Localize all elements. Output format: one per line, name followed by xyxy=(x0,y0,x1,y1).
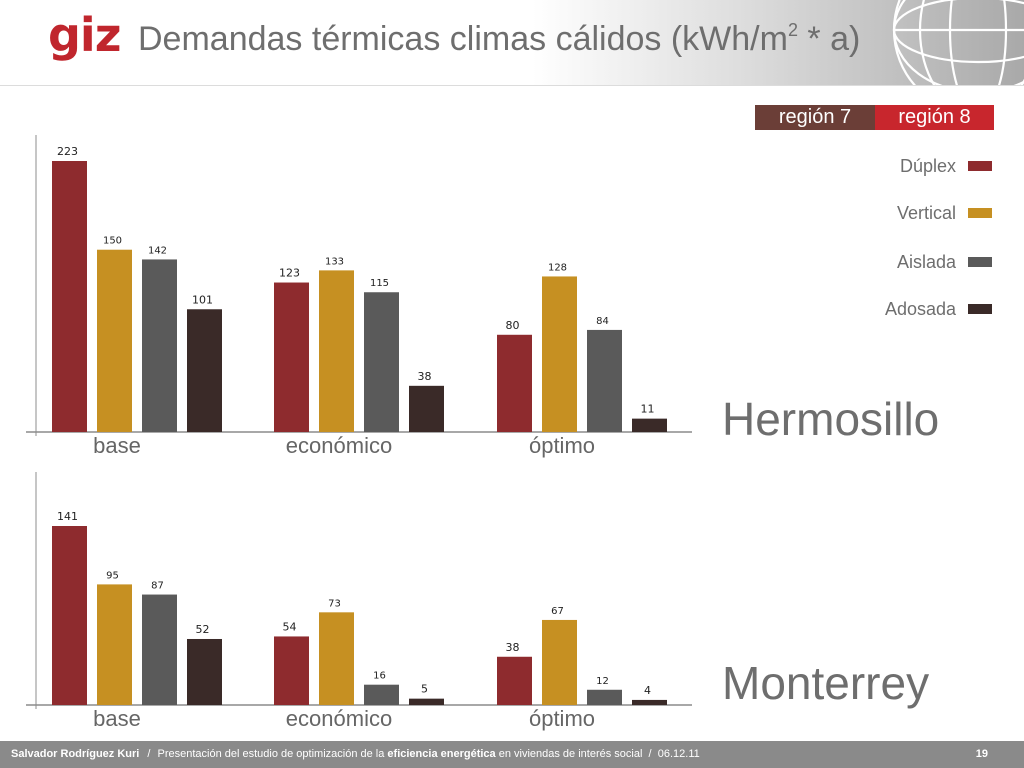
bar-adosada-economico-monterrey xyxy=(409,698,444,705)
category-label-optimo: óptimo xyxy=(529,433,595,458)
bar-duplex-optimo-monterrey xyxy=(497,656,532,705)
bar-vertical-economico-monterrey xyxy=(319,612,354,705)
slide-title-main: Demandas térmicas climas cálidos (kWh/m xyxy=(138,20,788,58)
footer-date: 06.12.11 xyxy=(657,748,700,760)
footer-separator: / xyxy=(648,748,652,760)
footer-highlight: eficiencia energética xyxy=(387,748,496,760)
bar-aislada-optimo-hermosillo xyxy=(587,329,622,432)
page-number: 19 xyxy=(975,748,988,760)
legend-swatch xyxy=(968,257,992,267)
slide-title-tail: * a) xyxy=(797,20,861,58)
bar-vertical-optimo-hermosillo xyxy=(542,276,577,432)
legend-swatch xyxy=(968,208,992,218)
data-label: 11 xyxy=(641,403,655,416)
slide-title-superscript: 2 xyxy=(787,20,798,40)
footer-author: Salvador Rodríguez Kuri xyxy=(11,748,140,760)
bar-duplex-base-hermosillo xyxy=(52,161,87,432)
data-label: 141 xyxy=(57,510,78,523)
bar-duplex-base-monterrey xyxy=(52,526,87,705)
data-label: 101 xyxy=(192,293,213,306)
data-label: 4 xyxy=(644,684,651,697)
data-label: 128 xyxy=(548,262,567,273)
category-label-base: base xyxy=(93,433,141,458)
category-label-optimo: óptimo xyxy=(529,706,595,731)
footer-text: Salvador Rodríguez Kuri / Presentación de… xyxy=(11,741,700,768)
globe-icon xyxy=(892,0,1024,85)
bar-duplex-optimo-hermosillo xyxy=(497,334,532,432)
slide-footer: Salvador Rodríguez Kuri / Presentación de… xyxy=(0,741,1024,768)
data-label: 67 xyxy=(551,606,564,617)
data-label: 5 xyxy=(421,683,428,696)
legend-label: Vertical xyxy=(896,203,956,223)
footer-description: Presentación del estudio de optimización… xyxy=(157,748,385,760)
bar-aislada-economico-monterrey xyxy=(364,684,399,705)
data-label: 133 xyxy=(325,256,344,267)
data-label: 87 xyxy=(151,581,164,592)
data-label: 52 xyxy=(196,623,210,636)
bar-vertical-economico-hermosillo xyxy=(319,270,354,432)
bar-chart-hermosillo: 223 123 80 150 133 128 142 115 84 101 38 11 base econ… xyxy=(26,135,692,458)
bar-aislada-optimo-monterrey xyxy=(587,689,622,705)
legend-item-duplex: Dúplex xyxy=(840,155,994,177)
bar-adosada-base-monterrey xyxy=(187,638,222,705)
category-label-economico: económico xyxy=(286,433,392,458)
city-label-hermosillo: Hermosillo xyxy=(722,393,940,445)
legend-item-adosada: Adosada xyxy=(840,298,994,320)
data-label: 12 xyxy=(596,676,609,687)
bar-adosada-economico-hermosillo xyxy=(409,385,444,432)
data-label: 123 xyxy=(279,267,300,280)
data-label: 84 xyxy=(596,316,609,327)
data-label: 54 xyxy=(283,620,297,633)
legend-label: Aislada xyxy=(896,252,956,272)
bar-vertical-base-monterrey xyxy=(97,584,132,705)
data-label: 16 xyxy=(373,671,386,682)
data-label: 223 xyxy=(57,145,78,158)
data-label: 73 xyxy=(328,598,341,609)
bar-aislada-base-monterrey xyxy=(142,594,177,705)
bar-duplex-economico-hermosillo xyxy=(274,282,309,432)
bar-duplex-economico-monterrey xyxy=(274,636,309,705)
city-label-monterrey: Monterrey xyxy=(722,657,930,709)
bar-adosada-base-hermosillo xyxy=(187,309,222,432)
category-label-base: base xyxy=(93,706,141,731)
footer-description-end: en viviendas de interés social xyxy=(498,748,643,760)
bar-vertical-base-hermosillo xyxy=(97,249,132,432)
region-8-badge: región 8 xyxy=(875,105,994,130)
legend-item-aislada: Aislada xyxy=(840,251,994,273)
legend-swatch xyxy=(968,304,992,314)
data-label: 38 xyxy=(506,641,520,654)
data-label: 150 xyxy=(103,236,122,247)
region-7-badge: región 7 xyxy=(755,105,875,130)
slide-title: Demandas térmicas climas cálidos (kWh/m2… xyxy=(138,20,861,58)
bar-adosada-optimo-monterrey xyxy=(632,699,667,705)
data-label: 115 xyxy=(370,278,389,289)
bar-adosada-optimo-hermosillo xyxy=(632,418,667,432)
bar-aislada-economico-hermosillo xyxy=(364,292,399,432)
slide-header: giz Demandas térmicas climas cálidos (kW… xyxy=(0,0,1024,86)
legend-swatch xyxy=(968,161,992,171)
giz-logo: giz xyxy=(48,8,121,62)
data-label: 95 xyxy=(106,570,119,581)
data-label: 38 xyxy=(418,370,432,383)
category-label-economico: económico xyxy=(286,706,392,731)
legend-label: Adosada xyxy=(884,299,956,319)
legend-item-vertical: Vertical xyxy=(840,202,994,224)
data-label: 80 xyxy=(506,319,520,332)
bar-aislada-base-hermosillo xyxy=(142,259,177,432)
footer-separator: / xyxy=(147,748,151,760)
bar-vertical-optimo-monterrey xyxy=(542,619,577,705)
data-label: 142 xyxy=(148,245,167,256)
legend-label: Dúplex xyxy=(899,156,956,176)
